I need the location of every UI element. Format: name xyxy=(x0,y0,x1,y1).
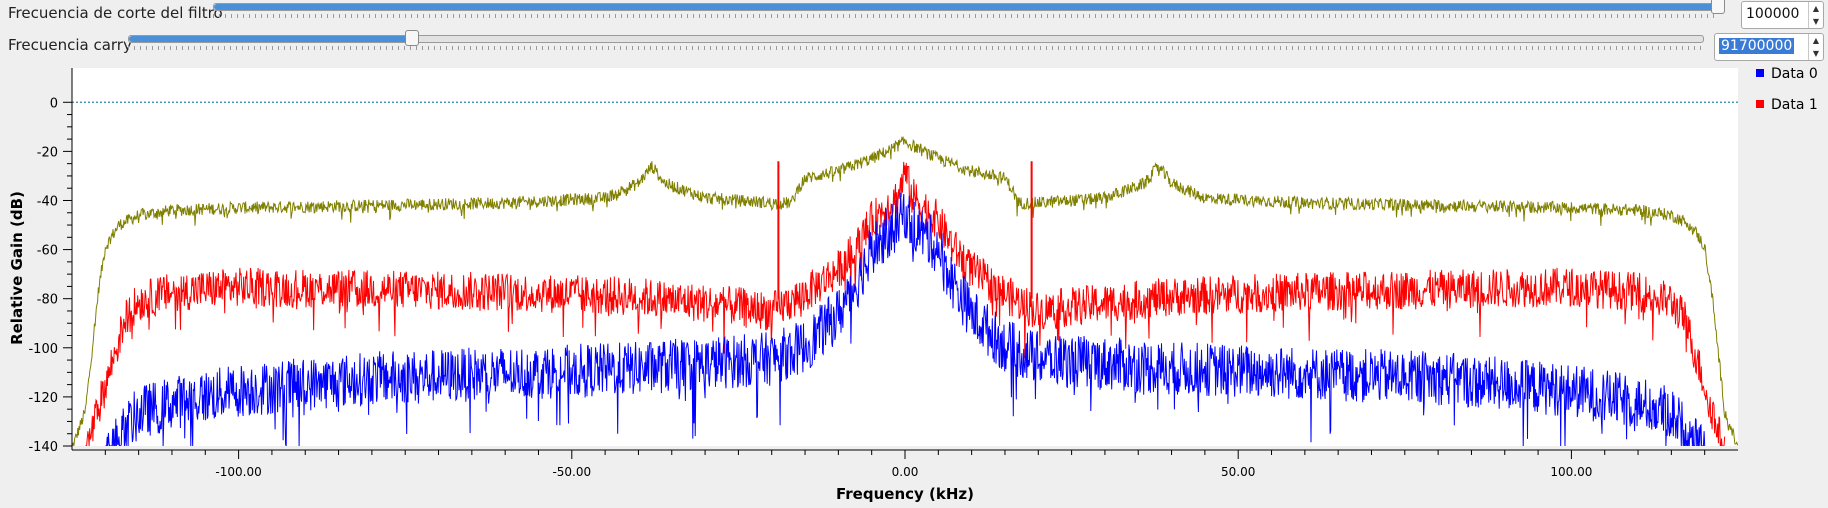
x-axis-title: Frequency (kHz) xyxy=(836,485,974,503)
y-tick-label: -60 xyxy=(37,244,58,259)
series-line-1 xyxy=(85,161,1726,446)
cutoff-slider[interactable] xyxy=(213,3,1721,11)
carry-slider-fill xyxy=(129,36,413,42)
y-tick-label: -140 xyxy=(28,440,58,455)
cutoff-spinbox[interactable]: 100000 ▲ ▼ xyxy=(1741,1,1824,29)
series-line-2 xyxy=(105,192,1706,446)
cutoff-spin-arrows-icon[interactable]: ▲ ▼ xyxy=(1808,2,1823,28)
carry-spinbox[interactable]: 91700000 ▲ ▼ xyxy=(1714,33,1824,61)
y-tick-label: -40 xyxy=(37,194,58,209)
series-line-0 xyxy=(72,136,1738,446)
y-tick-label: -20 xyxy=(37,145,58,160)
x-tick-label: 0.00 xyxy=(892,465,919,479)
cutoff-slider-fill xyxy=(214,4,1719,10)
carry-label: Frecuencia carry xyxy=(8,36,132,54)
carry-slider-handle[interactable] xyxy=(405,30,420,46)
x-tick-label: 100.00 xyxy=(1550,465,1592,479)
spectrum-plot[interactable]: 0 -20 -40 -60 -80 -100 -120 -140 -100.00 -50.00 0.… xyxy=(0,62,1828,504)
carry-control-row: Frecuencia carry 91700000 ▲ ▼ xyxy=(0,30,1828,64)
legend-swatch xyxy=(1756,100,1764,108)
cutoff-label: Frecuencia de corte del filtro xyxy=(8,4,223,22)
y-tick-label: -120 xyxy=(28,391,58,406)
spectrum-chart[interactable]: 0 -20 -40 -60 -80 -100 -120 -140 -100.00 -50.00 0.… xyxy=(0,62,1828,504)
x-tick-label: -100.00 xyxy=(215,465,261,479)
cutoff-slider-ticks xyxy=(213,14,1719,18)
legend-swatch xyxy=(1756,69,1764,77)
legend-label: Data 1 xyxy=(1771,97,1818,113)
carry-value[interactable]: 91700000 xyxy=(1719,38,1795,54)
y-tick-label: -80 xyxy=(37,293,58,308)
x-tick-label: -50.00 xyxy=(552,465,591,479)
cutoff-control-row: Frecuencia de corte del filtro 100000 ▲ ▼ xyxy=(0,0,1828,34)
y-tick-label: -100 xyxy=(28,342,58,357)
cutoff-slider-handle[interactable] xyxy=(1711,0,1726,14)
carry-slider-ticks xyxy=(128,46,1702,50)
legend-label: Data 0 xyxy=(1771,66,1818,82)
y-axis-title: Relative Gain (dB) xyxy=(8,191,26,345)
cutoff-value[interactable]: 100000 xyxy=(1746,6,1800,22)
x-tick-label: 50.00 xyxy=(1221,465,1255,479)
y-tick-label: 0 xyxy=(50,96,58,111)
carry-slider[interactable] xyxy=(128,35,1704,43)
carry-spin-arrows-icon[interactable]: ▲ ▼ xyxy=(1808,34,1823,60)
